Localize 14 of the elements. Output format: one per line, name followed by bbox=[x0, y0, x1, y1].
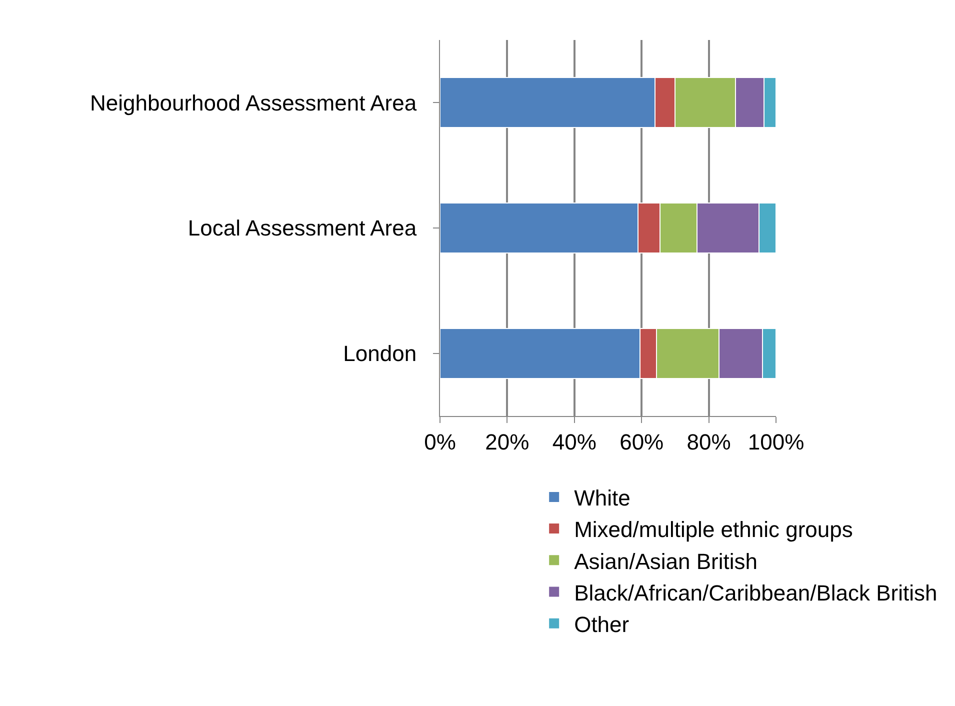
legend-label: Black/African/Caribbean/Black British bbox=[574, 580, 938, 606]
x-tick-label: 0% bbox=[424, 429, 456, 454]
x-tick-label: 60% bbox=[620, 429, 664, 454]
y-tick-label: Local Assessment Area bbox=[188, 216, 418, 241]
legend-label: Mixed/multiple ethnic groups bbox=[574, 517, 853, 542]
x-tick-label: 100% bbox=[748, 429, 804, 454]
legend-label: Other bbox=[574, 612, 630, 637]
y-tick-label: London bbox=[343, 341, 417, 366]
legend-label: White bbox=[574, 486, 630, 511]
legend-label: Asian/Asian British bbox=[574, 548, 758, 574]
x-tick-label: 40% bbox=[552, 429, 596, 454]
x-tick-label: 80% bbox=[686, 429, 731, 454]
y-tick-label: Neighbourhood Assessment Area bbox=[90, 90, 418, 116]
x-tick-label: 20% bbox=[485, 429, 530, 454]
